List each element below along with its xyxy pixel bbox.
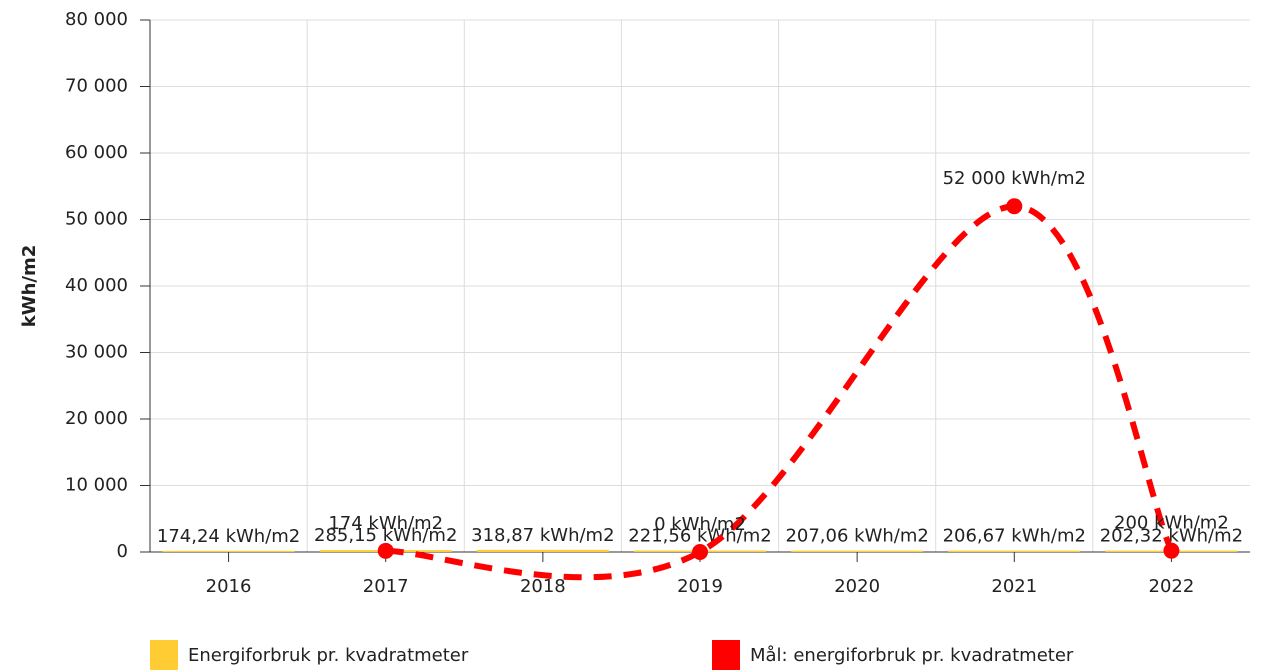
bar — [476, 549, 609, 552]
data-label: 52 000 kWh/m2 — [943, 168, 1086, 189]
y-tick-label: 10 000 — [65, 475, 128, 496]
x-tick-label: 2020 — [834, 576, 880, 597]
data-label: 174,24 kWh/m2 — [157, 526, 300, 547]
data-label: 285,15 kWh/m2 — [314, 525, 457, 546]
line-point — [1006, 198, 1023, 215]
legend-swatch — [712, 640, 740, 670]
bar — [791, 550, 924, 552]
data-label: 200 kWh/m2 — [1114, 513, 1229, 534]
data-label: 207,06 kWh/m2 — [785, 526, 928, 547]
line-point — [377, 542, 394, 559]
x-tick-label: 2019 — [677, 576, 723, 597]
x-tick-label: 2018 — [520, 576, 566, 597]
y-tick-label: 60 000 — [65, 142, 128, 163]
data-label: 174 kWh/m2 — [328, 513, 443, 534]
line-point — [1163, 542, 1180, 559]
bar — [948, 550, 1081, 552]
data-label: 318,87 kWh/m2 — [471, 525, 614, 546]
legend-label: Mål: energiforbruk pr. kvadratmeter — [750, 645, 1074, 666]
y-tick-label: 80 000 — [65, 9, 128, 30]
data-label: 206,67 kWh/m2 — [943, 526, 1086, 547]
data-label: 202,32 kWh/m2 — [1100, 526, 1243, 547]
y-tick-label: 0 — [117, 541, 128, 562]
y-tick-label: 40 000 — [65, 275, 128, 296]
data-label: 221,56 kWh/m2 — [628, 526, 771, 547]
y-axis-title: kWh/m2 — [19, 245, 40, 328]
y-tick-label: 50 000 — [65, 209, 128, 230]
line-point — [692, 544, 708, 560]
bar — [162, 550, 295, 552]
line — [385, 203, 1175, 581]
y-tick-label: 20 000 — [65, 408, 128, 429]
x-tick-label: 2022 — [1149, 576, 1195, 597]
legend-swatch — [150, 640, 178, 670]
x-tick-label: 2017 — [363, 576, 409, 597]
x-tick-label: 2021 — [991, 576, 1037, 597]
x-tick-label: 2016 — [206, 576, 252, 597]
y-tick-label: 70 000 — [65, 76, 128, 97]
y-tick-label: 30 000 — [65, 342, 128, 363]
data-label: 0 kWh/m2 — [654, 514, 746, 535]
legend-label: Energiforbruk pr. kvadratmeter — [188, 645, 469, 666]
